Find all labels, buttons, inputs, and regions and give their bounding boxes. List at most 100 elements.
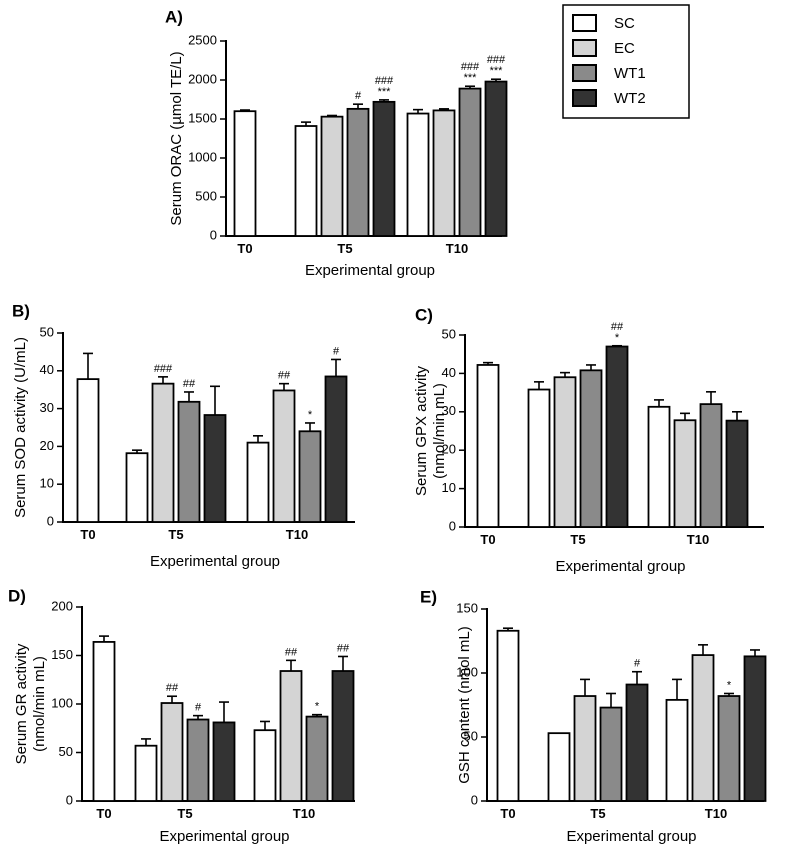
y-tick-label: 30 bbox=[40, 400, 54, 415]
significance-hash: # bbox=[634, 658, 641, 670]
category-label: T5 bbox=[570, 532, 585, 547]
bar-ec bbox=[151, 382, 175, 523]
category-label: T5 bbox=[177, 806, 192, 821]
significance-hash: # bbox=[195, 702, 202, 714]
bar-wt1 bbox=[346, 107, 370, 237]
significance-hash: ### bbox=[375, 75, 394, 87]
y-tick-label: 30 bbox=[442, 403, 456, 418]
chart-panel-d: D) 0 50 100 150 200 Serum GR activity(nmol/min… bbox=[8, 586, 355, 845]
x-axis-title: Experimental group bbox=[555, 558, 685, 575]
legend-swatch-wt2 bbox=[572, 89, 597, 107]
panel-title: D) bbox=[8, 586, 26, 605]
bar-sc bbox=[665, 698, 689, 802]
y-tick-label: 0 bbox=[47, 513, 54, 528]
chart-panel-e: E) 0 50 100 150 GSH content (nmol mL) Experime… bbox=[420, 587, 767, 845]
bar-sc bbox=[406, 112, 430, 237]
y-tick-label: 100 bbox=[456, 664, 478, 679]
significance-star: *** bbox=[378, 86, 392, 98]
bar-wt2 bbox=[725, 419, 749, 528]
y-tick-label: 0 bbox=[210, 227, 217, 242]
legend-swatch-sc bbox=[572, 14, 597, 32]
significance-hash: ## bbox=[611, 321, 624, 333]
significance-hash: ### bbox=[461, 61, 480, 73]
x-axis-title: Experimental group bbox=[159, 828, 289, 845]
panel-title: B) bbox=[12, 301, 30, 320]
bar-ec bbox=[553, 376, 577, 528]
y-tick-label: 40 bbox=[442, 365, 456, 380]
category-label: T10 bbox=[446, 241, 468, 256]
bar-sc bbox=[527, 388, 551, 528]
bar-wt1 bbox=[579, 369, 603, 528]
panel-title: C) bbox=[415, 305, 433, 324]
y-tick-label: 50 bbox=[40, 324, 54, 339]
bar-wt1 bbox=[177, 400, 201, 523]
y-axis-title: Serum ORAC (µmol TE/L) bbox=[168, 51, 185, 225]
x-axis-title: Experimental group bbox=[150, 553, 280, 570]
bar-wt1 bbox=[717, 695, 741, 802]
y-axis-title: Serum GPX activity(nmol/min mL) bbox=[413, 365, 448, 496]
x-axis-title: Experimental group bbox=[566, 828, 696, 845]
y-tick-label: 10 bbox=[40, 476, 54, 491]
x-axis-title: Experimental group bbox=[305, 262, 435, 279]
category-label: T0 bbox=[96, 806, 111, 821]
y-tick-label: 150 bbox=[456, 600, 478, 615]
y-tick-label: 40 bbox=[40, 362, 54, 377]
bar-ec bbox=[160, 702, 184, 802]
y-tick-label: 200 bbox=[51, 598, 73, 613]
bar-wt2 bbox=[605, 345, 629, 528]
category-label: T0 bbox=[80, 527, 95, 542]
significance-hash: ## bbox=[285, 646, 298, 658]
bar-wt1 bbox=[458, 87, 482, 237]
bar-wt1 bbox=[699, 403, 723, 528]
significance-hash: # bbox=[355, 90, 362, 102]
significance-hash: ## bbox=[166, 682, 179, 694]
panel-title: A) bbox=[165, 7, 183, 26]
bar-sc bbox=[547, 732, 571, 802]
y-tick-label: 0 bbox=[471, 792, 478, 807]
category-label: T0 bbox=[237, 241, 252, 256]
significance-star: * bbox=[615, 332, 620, 344]
significance-hash: # bbox=[333, 345, 340, 357]
bar-sc bbox=[496, 629, 520, 802]
significance-hash: ## bbox=[183, 378, 196, 390]
significance-star: *** bbox=[464, 72, 478, 84]
bar-wt2 bbox=[372, 100, 396, 237]
bar-wt2 bbox=[625, 683, 649, 802]
significance-star: * bbox=[308, 409, 313, 421]
legend-swatch-wt1 bbox=[572, 64, 597, 82]
y-tick-label: 0 bbox=[66, 792, 73, 807]
bar-wt2 bbox=[324, 375, 348, 523]
bar-ec bbox=[272, 389, 296, 523]
bar-wt1 bbox=[298, 430, 322, 523]
legend-label-wt1: WT1 bbox=[614, 65, 646, 82]
bar-ec bbox=[573, 695, 597, 802]
bar-wt2 bbox=[203, 414, 227, 523]
bar-sc bbox=[134, 744, 158, 802]
bar-sc bbox=[76, 378, 100, 523]
bar-ec bbox=[279, 670, 303, 802]
y-tick-label: 20 bbox=[40, 438, 54, 453]
bar-wt1 bbox=[305, 715, 329, 802]
bar-sc bbox=[125, 452, 149, 523]
significance-hash: ## bbox=[278, 370, 291, 382]
bar-sc bbox=[647, 405, 671, 528]
bar-sc bbox=[92, 641, 116, 802]
y-tick-label: 2500 bbox=[188, 32, 217, 47]
category-label: T0 bbox=[500, 806, 515, 821]
bar-ec bbox=[691, 654, 715, 802]
y-tick-label: 50 bbox=[442, 326, 456, 341]
panel-title: E) bbox=[420, 587, 437, 606]
y-tick-label: 20 bbox=[442, 442, 456, 457]
y-tick-label: 50 bbox=[59, 744, 73, 759]
significance-hash: ### bbox=[487, 54, 506, 66]
category-label: T10 bbox=[705, 806, 727, 821]
significance-hash: ## bbox=[337, 642, 350, 654]
bar-sc bbox=[253, 729, 277, 802]
significance-star: *** bbox=[490, 65, 504, 77]
significance-hash: ### bbox=[154, 363, 173, 375]
y-tick-label: 150 bbox=[51, 647, 73, 662]
bar-wt1 bbox=[186, 718, 210, 802]
